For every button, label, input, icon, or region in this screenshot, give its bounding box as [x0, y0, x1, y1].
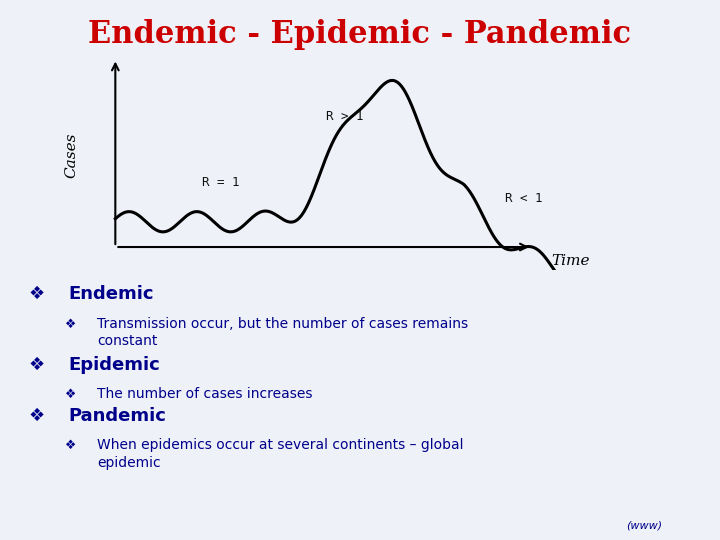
- Text: Endemic: Endemic: [68, 285, 154, 303]
- Text: Cases: Cases: [65, 132, 78, 178]
- Text: Pandemic: Pandemic: [68, 407, 166, 425]
- Text: R > 1: R > 1: [326, 110, 364, 123]
- Text: ❖: ❖: [29, 407, 45, 425]
- Text: ❖: ❖: [65, 388, 76, 401]
- Text: Endemic - Epidemic - Pandemic: Endemic - Epidemic - Pandemic: [89, 19, 631, 50]
- Text: Epidemic: Epidemic: [68, 355, 160, 374]
- Text: R = 1: R = 1: [202, 176, 240, 189]
- Text: constant: constant: [97, 334, 158, 348]
- Text: Time: Time: [551, 254, 590, 268]
- Text: R < 1: R < 1: [505, 192, 543, 205]
- Text: ❖: ❖: [29, 355, 45, 374]
- Text: When epidemics occur at several continents – global: When epidemics occur at several continen…: [97, 438, 464, 453]
- Text: (www): (www): [626, 520, 662, 530]
- Text: ❖: ❖: [65, 318, 76, 330]
- Text: ❖: ❖: [29, 285, 45, 303]
- Text: ❖: ❖: [65, 439, 76, 452]
- Text: Transmission occur, but the number of cases remains: Transmission occur, but the number of ca…: [97, 317, 468, 331]
- Text: The number of cases increases: The number of cases increases: [97, 387, 312, 401]
- Text: epidemic: epidemic: [97, 456, 161, 470]
